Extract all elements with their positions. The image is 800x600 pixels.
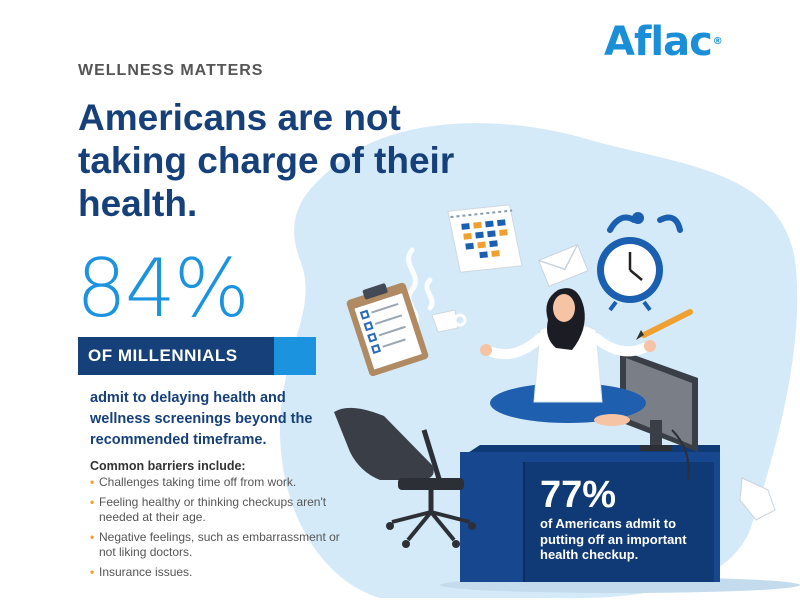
list-item: • Challenges taking time off from work. xyxy=(90,475,297,489)
list-item: • Insurance issues. xyxy=(90,565,193,579)
steam-icon xyxy=(406,247,435,325)
millennials-description: admit to delaying health and wellness sc… xyxy=(90,390,313,448)
barriers-title: Common barriers include: xyxy=(90,459,246,473)
list-item: • Feeling healthy or thinking checkups ar… xyxy=(90,495,327,524)
page-headline: Americans are not taking charge of their… xyxy=(78,97,455,224)
millennials-percentage: 84% xyxy=(76,242,250,335)
paper-sheet-icon xyxy=(739,477,776,521)
list-item: • Negative feelings, such as embarrassmen… xyxy=(90,530,340,559)
millennials-label: OF MILLENNIALS xyxy=(88,346,238,365)
office-chair-icon xyxy=(334,407,476,548)
pencil-icon xyxy=(636,309,693,340)
alarm-clock-icon xyxy=(597,212,683,312)
desk-icon xyxy=(460,445,720,582)
millennials-label-band: OF MILLENNIALS xyxy=(78,337,316,375)
clipboard-icon xyxy=(346,282,429,377)
envelope-icon xyxy=(537,244,589,288)
americans-percentage: 77% xyxy=(540,474,617,516)
americans-description: of Americans admit to putting off an imp… xyxy=(540,516,687,562)
section-kicker: WELLNESS MATTERS xyxy=(78,62,264,79)
barriers-list: • Challenges taking time off from work. •… xyxy=(90,475,350,585)
illustration-scene xyxy=(334,204,800,593)
meditating-woman-icon xyxy=(480,288,656,426)
monitor-icon xyxy=(620,350,698,481)
coffee-cup-icon xyxy=(431,309,467,333)
calendar-icon xyxy=(447,204,523,273)
aflac-logo: Aflac® xyxy=(604,19,723,65)
